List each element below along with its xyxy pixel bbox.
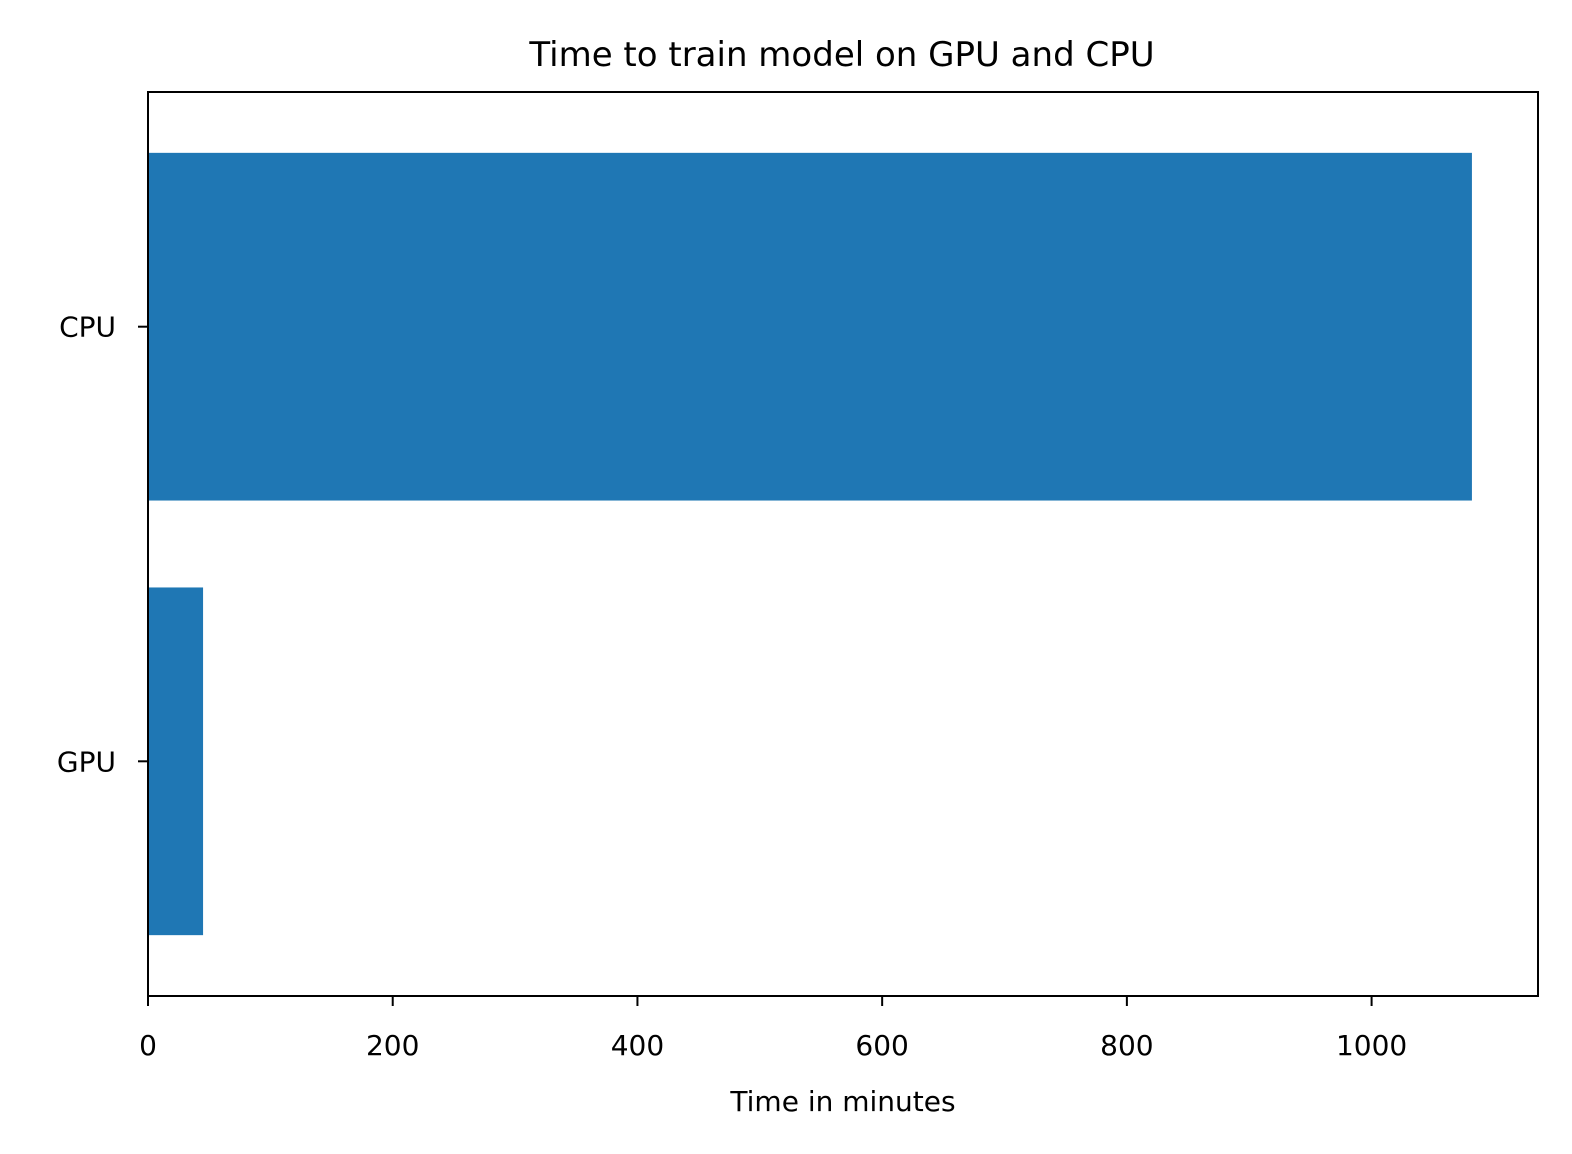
chart-title: Time to train model on GPU and CPU [528, 35, 1154, 75]
x-axis-ticks: 0 200 400 600 800 1000 [139, 996, 1407, 1062]
y-axis-ticks: GPU CPU [57, 311, 148, 778]
x-tick-label-600: 600 [855, 1029, 908, 1062]
x-tick-label-800: 800 [1100, 1029, 1153, 1062]
x-axis-label: Time in minutes [729, 1085, 955, 1118]
bars-group [148, 152, 1472, 936]
x-tick-label-0: 0 [139, 1029, 157, 1062]
x-tick-label-200: 200 [366, 1029, 419, 1062]
x-tick-label-400: 400 [611, 1029, 664, 1062]
x-tick-label-1000: 1000 [1336, 1029, 1407, 1062]
y-tick-label-cpu: CPU [59, 311, 116, 344]
bar-cpu [148, 152, 1472, 501]
bar-gpu [148, 587, 204, 936]
y-tick-label-gpu: GPU [57, 745, 116, 778]
plot-area-frame [147, 91, 1539, 997]
